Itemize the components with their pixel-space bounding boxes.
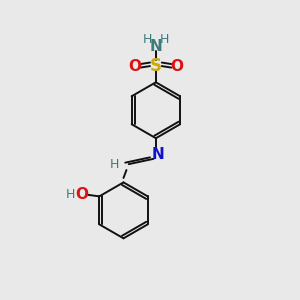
Text: O: O	[128, 58, 141, 74]
Text: H: H	[110, 158, 119, 171]
Text: H: H	[160, 33, 169, 46]
Text: S: S	[150, 57, 162, 75]
Text: O: O	[75, 188, 88, 202]
Text: O: O	[171, 58, 184, 74]
Text: H: H	[142, 33, 152, 46]
Text: N: N	[152, 147, 165, 162]
Text: H: H	[65, 188, 75, 201]
Text: N: N	[149, 39, 162, 54]
